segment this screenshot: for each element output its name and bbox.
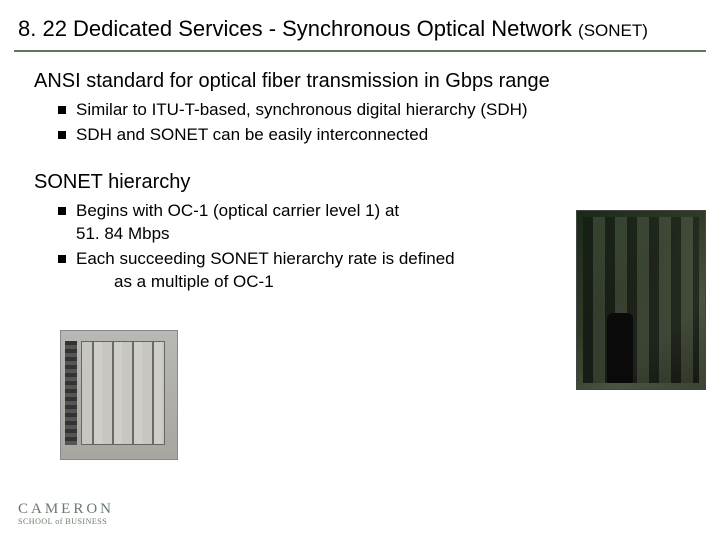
footer-logo: CAMERON SCHOOL of BUSINESS — [18, 501, 114, 526]
square-bullet-icon — [58, 106, 66, 114]
bullet-text: SDH and SONET can be easily interconnect… — [76, 124, 696, 147]
server-rack-photo — [576, 210, 706, 390]
slide-title: 8. 22 Dedicated Services - Synchronous O… — [0, 0, 720, 48]
bullet-line: Begins with OC-1 (optical carrier level … — [76, 201, 399, 220]
list-item: Similar to ITU-T-based, synchronous digi… — [58, 99, 696, 122]
square-bullet-icon — [58, 255, 66, 263]
title-main: 8. 22 Dedicated Services - Synchronous O… — [18, 16, 578, 41]
bullet-text: Similar to ITU-T-based, synchronous digi… — [76, 99, 696, 122]
equipment-photo — [60, 330, 178, 460]
footer-line1: CAMERON — [18, 501, 114, 517]
square-bullet-icon — [58, 131, 66, 139]
section1-bullets: Similar to ITU-T-based, synchronous digi… — [58, 99, 696, 147]
footer-line2: SCHOOL of BUSINESS — [18, 518, 114, 526]
title-suffix: (SONET) — [578, 21, 648, 40]
bullet-line: Each succeeding SONET hierarchy rate is … — [76, 249, 455, 268]
square-bullet-icon — [58, 207, 66, 215]
section1-heading: ANSI standard for optical fiber transmis… — [34, 70, 696, 93]
list-item: SDH and SONET can be easily interconnect… — [58, 124, 696, 147]
section2-heading: SONET hierarchy — [34, 171, 696, 194]
